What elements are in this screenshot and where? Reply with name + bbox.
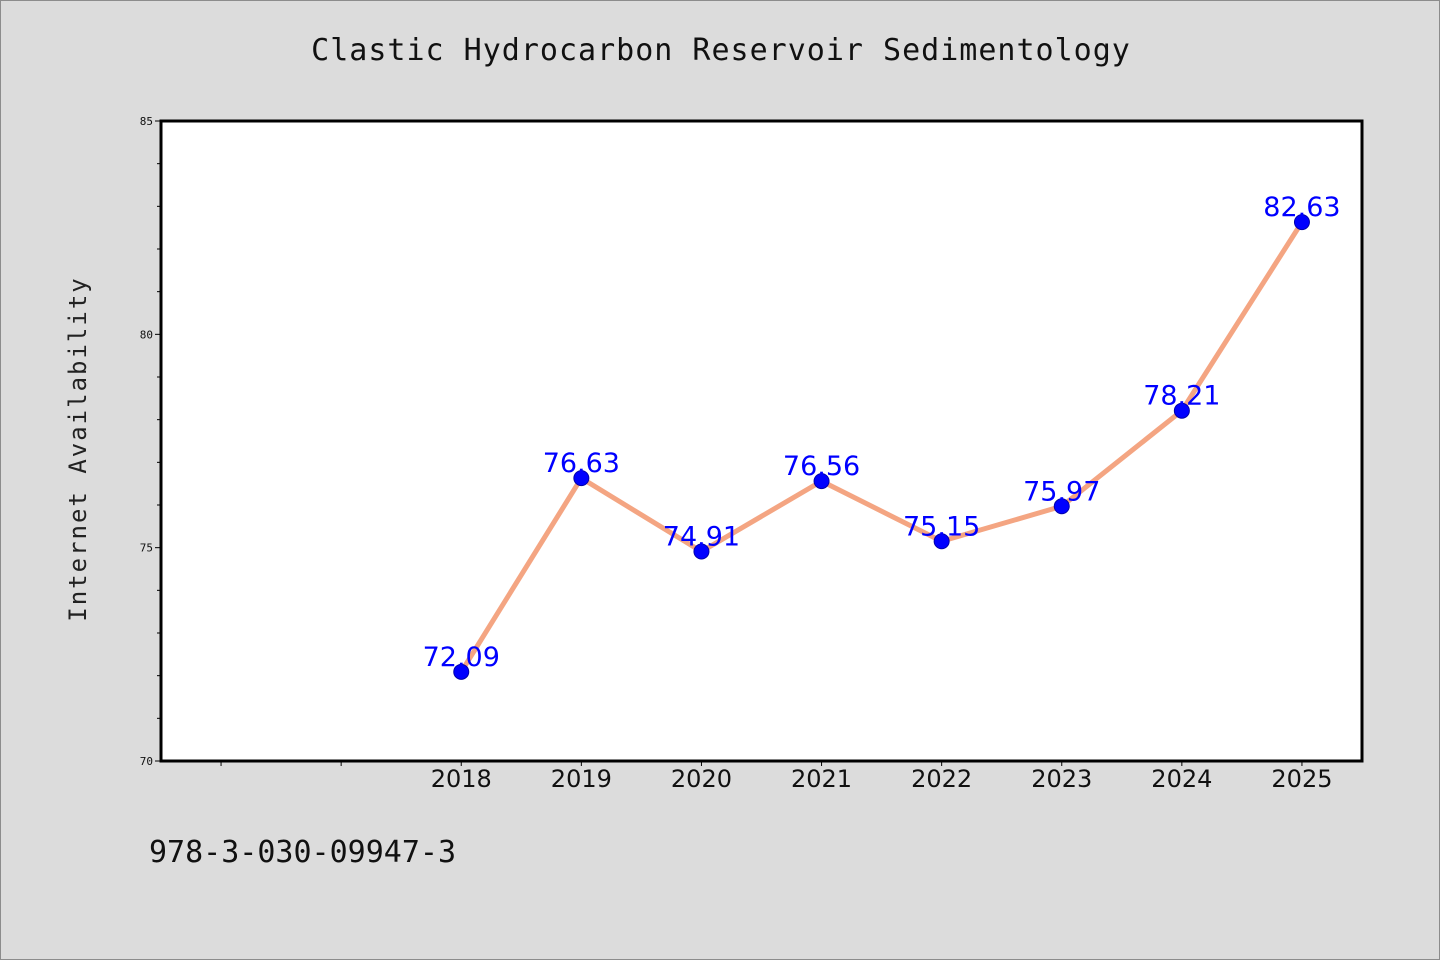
x-tick-label: 2025 [1271,765,1332,793]
data-point [813,473,830,490]
x-tick-label: 2018 [431,765,492,793]
data-label: 82.63 [1263,192,1340,223]
data-point [933,533,950,550]
x-tick-label: 2020 [671,765,732,793]
data-point [1053,498,1070,515]
x-tick-label: 2023 [1031,765,1092,793]
data-label: 75.97 [1023,476,1100,507]
x-tick-label: 2019 [551,765,612,793]
data-label: 72.09 [423,642,500,673]
data-point [1173,402,1190,419]
data-label: 76.63 [543,448,620,479]
x-tick-label: 2024 [1151,765,1212,793]
footer-text: 978-3-030-09947-3 [149,835,457,870]
data-point [1293,214,1310,231]
series-layer [453,214,1310,680]
x-tick-label: 2021 [791,765,852,793]
data-point [573,470,590,487]
y-tick-label: 75 [140,542,153,555]
series-line [458,219,1305,675]
data-point [453,663,470,680]
x-tick-label: 2022 [911,765,972,793]
plot-area [159,119,1364,763]
data-label: 75.15 [903,511,980,542]
data-point [693,543,710,560]
data-labels: 72.09 76.63 74.91 76.56 75.15 75.97 78.21 82.63 [423,192,1341,673]
y-tick-label: 85 [140,115,153,128]
data-label: 78.21 [1143,381,1220,412]
chart-title: Clastic Hydrocarbon Reservoir Sedimentol… [311,33,1131,68]
data-label: 74.91 [663,522,740,553]
data-label: 76.56 [783,451,860,482]
axis-ticks: 70 75 80 85 2018 2019 2020 2021 2022 2023 2024 2025 [140,115,1333,793]
y-tick-label: 80 [140,328,153,341]
y-tick-label: 70 [140,755,153,768]
